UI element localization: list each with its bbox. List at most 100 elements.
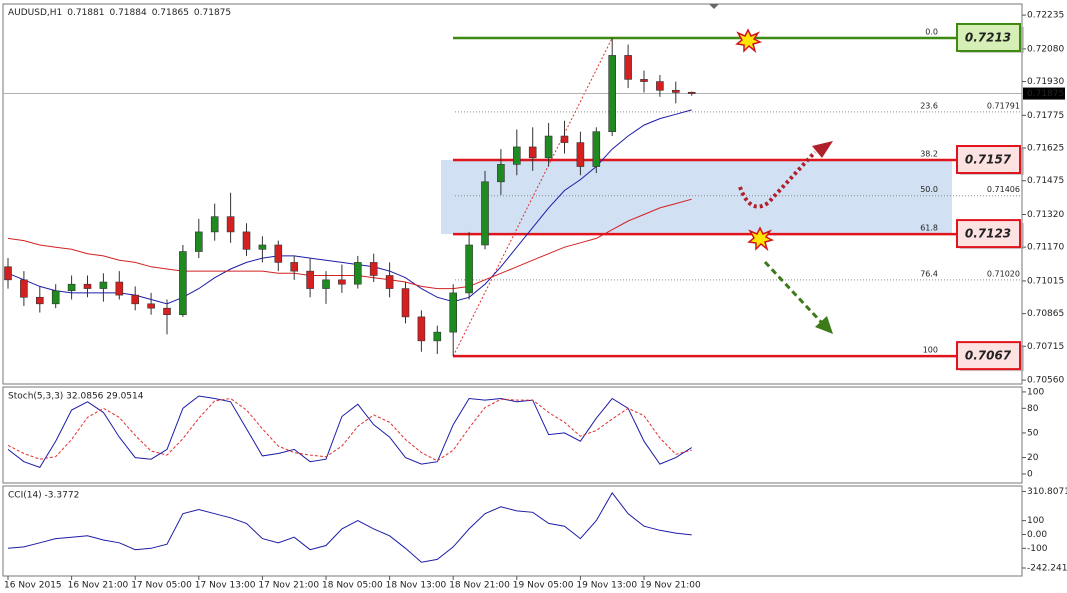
cci-panel bbox=[2, 485, 1023, 577]
x-tick-label: 17 Nov 05:00 bbox=[131, 581, 192, 591]
y-tick-label: 0.71775 bbox=[1027, 111, 1064, 121]
level-label: 0.7157 bbox=[965, 153, 1012, 167]
x-tick-label: 17 Nov 13:00 bbox=[195, 581, 256, 591]
line-series bbox=[7, 395, 692, 469]
candle-body bbox=[20, 279, 28, 298]
candle-body bbox=[671, 89, 680, 93]
x-tick-label: 19 Nov 21:00 bbox=[640, 581, 701, 591]
fib-level-label: 0.0 bbox=[925, 27, 938, 36]
candle-body bbox=[576, 142, 585, 167]
candle-body bbox=[592, 131, 601, 167]
x-tick-label: 19 Nov 05:00 bbox=[513, 581, 574, 591]
candle-body bbox=[322, 279, 330, 289]
candle-body bbox=[4, 266, 12, 281]
candle-body bbox=[163, 307, 171, 316]
chart-title: AUDUSD,H1 bbox=[8, 8, 62, 18]
y-tick-label: 0.71625 bbox=[1027, 144, 1064, 154]
header-value: 0.71875 bbox=[194, 8, 231, 18]
y-tick-label: 0 bbox=[1027, 469, 1033, 479]
chart-header: AUDUSD,H1 0.71881 0.71884 0.71865 0.71875 bbox=[8, 8, 231, 18]
y-tick-label: 0.71930 bbox=[1027, 77, 1064, 87]
candle-body bbox=[624, 55, 632, 80]
line-series bbox=[7, 397, 692, 462]
candle-body bbox=[656, 81, 664, 91]
fib-level-label: 100 bbox=[923, 346, 938, 355]
y-tick-label: 0.00 bbox=[1027, 530, 1047, 540]
y-tick-label: 0.71475 bbox=[1027, 176, 1064, 186]
level-box bbox=[956, 145, 1021, 175]
x-tick-label: 18 Nov 05:00 bbox=[322, 581, 383, 591]
x-tick-label: 18 Nov 13:00 bbox=[386, 581, 447, 591]
header-value: 0.71881 bbox=[67, 8, 104, 18]
level-box bbox=[956, 219, 1021, 249]
y-tick-label: 0.70560 bbox=[1027, 376, 1064, 386]
candle-body bbox=[481, 181, 489, 246]
candle-body bbox=[258, 244, 267, 250]
candle-body bbox=[687, 91, 696, 94]
current-price-tag bbox=[1023, 87, 1065, 100]
level-label: 0.7123 bbox=[965, 227, 1011, 241]
starburst bbox=[735, 28, 763, 54]
candle-body bbox=[115, 281, 124, 296]
candle-body bbox=[338, 279, 346, 285]
x-tick-label: 17 Nov 21:00 bbox=[258, 581, 319, 591]
candle-body bbox=[640, 79, 648, 82]
fib-level-label: 38.2 bbox=[920, 150, 938, 159]
x-tick-label: 19 Nov 13:00 bbox=[576, 581, 637, 591]
y-tick-label: 100 bbox=[1027, 516, 1044, 526]
y-tick-label: 0.71015 bbox=[1027, 276, 1064, 286]
candle-body bbox=[67, 283, 76, 292]
starburst bbox=[747, 226, 775, 252]
x-tick-label: 18 Nov 21:00 bbox=[449, 581, 510, 591]
fib-level-label: 23.6 bbox=[920, 101, 938, 110]
candle-body bbox=[210, 216, 219, 233]
candle-body bbox=[99, 281, 108, 289]
y-tick-label: -100 bbox=[1027, 544, 1048, 554]
scroll-marker bbox=[709, 4, 719, 9]
candle-body bbox=[385, 275, 394, 289]
candle-body bbox=[51, 290, 60, 305]
candle-body bbox=[401, 288, 410, 318]
current-price-label: 0.71875 bbox=[1027, 89, 1064, 99]
y-tick-label: 0.70715 bbox=[1027, 342, 1064, 352]
y-tick-label: 20 bbox=[1027, 453, 1039, 463]
fib-level-label: 50.0 bbox=[920, 185, 938, 194]
candle-body bbox=[433, 331, 442, 342]
panel-title: CCI(14) -3.3772 bbox=[8, 491, 79, 501]
panel-title: Stoch(5,3,3) 32.0856 29.0514 bbox=[8, 392, 144, 402]
candle-body bbox=[306, 270, 314, 289]
level-box bbox=[956, 22, 1021, 52]
candle-body bbox=[512, 146, 521, 165]
candle-body bbox=[417, 316, 426, 342]
down-arrow bbox=[763, 260, 824, 325]
candle-body bbox=[353, 262, 362, 285]
fib-level-label: 61.8 bbox=[920, 224, 938, 233]
candle-body bbox=[560, 135, 569, 143]
candle-body bbox=[242, 231, 251, 250]
y-tick-label: 310.8071 bbox=[1027, 487, 1067, 497]
y-tick-label: 50 bbox=[1027, 428, 1039, 438]
y-tick-label: 80 bbox=[1027, 404, 1039, 414]
candle-body bbox=[131, 294, 139, 305]
candle-body bbox=[179, 251, 187, 316]
fib-level-label: 76.4 bbox=[920, 269, 938, 278]
header-value: 0.71884 bbox=[109, 8, 146, 18]
line-series bbox=[7, 491, 692, 563]
up-arrow bbox=[738, 150, 817, 209]
fib-price-label: 0.71791 bbox=[987, 101, 1020, 110]
candle-body bbox=[35, 296, 44, 305]
candle-body bbox=[465, 244, 473, 294]
candle-body bbox=[544, 135, 553, 159]
fib-trend bbox=[452, 37, 613, 357]
annotation-layer: 0.71875 0.7213 0.7157 0.7123 0.7067 AUDUSD,H1… bbox=[4, 8, 1065, 591]
up-arrow-head bbox=[812, 141, 833, 158]
candle-body bbox=[226, 216, 235, 233]
y-tick-label: 0.72235 bbox=[1027, 11, 1064, 21]
y-tick-label: 0.72080 bbox=[1027, 44, 1064, 54]
candle-body bbox=[608, 55, 617, 132]
fib-price-label: 0.71020 bbox=[987, 269, 1020, 278]
y-tick-label: 0.71170 bbox=[1027, 243, 1064, 253]
